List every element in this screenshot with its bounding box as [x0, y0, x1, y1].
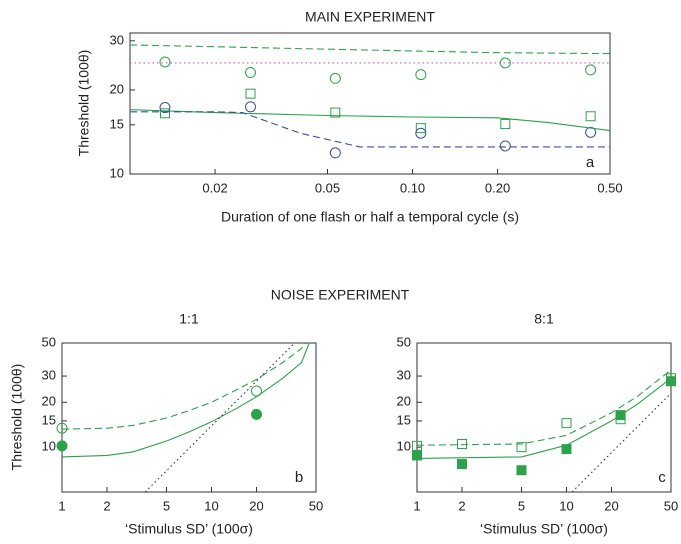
y-tick-label: 20: [110, 81, 124, 96]
x-tick-label: 10: [204, 498, 218, 513]
x-axis-label: ‘Stimulus SD’ (100σ): [480, 521, 608, 537]
y-tick-label: 50: [42, 334, 56, 349]
chart-title: 8:1: [534, 311, 554, 327]
y-tick-label: 15: [397, 412, 411, 427]
plot-frame: [129, 32, 611, 175]
data-point: [330, 107, 341, 118]
data-point: [457, 438, 468, 449]
data-point: [457, 459, 468, 470]
data-point: [159, 108, 170, 119]
x-tick-label: 0.20: [485, 180, 510, 195]
y-tick-label: 30: [42, 367, 56, 382]
x-tick-label: 5: [518, 498, 525, 513]
y-tick-label: 10: [110, 165, 124, 180]
data-point: [244, 67, 256, 79]
data-point: [415, 123, 426, 134]
y-axis-label: Threshold (100θ): [9, 364, 25, 471]
x-tick-label: 50: [309, 498, 323, 513]
data-point: [159, 102, 171, 114]
x-tick-label: 50: [664, 498, 678, 513]
data-point: [516, 442, 527, 453]
y-tick-label: 15: [42, 412, 56, 427]
x-tick-label: 10: [559, 498, 573, 513]
data-point: [329, 72, 341, 84]
data-point: [329, 147, 341, 159]
x-tick-label: 20: [249, 498, 263, 513]
x-axis-label: Duration of one flash or half a temporal…: [221, 209, 519, 225]
data-point: [516, 465, 527, 476]
model-curve: [571, 392, 672, 493]
annotation: a: [586, 154, 595, 171]
model-curve: [130, 111, 610, 148]
data-point: [585, 64, 597, 76]
x-tick-label: 1: [58, 498, 65, 513]
x-tick-label: 0.50: [597, 180, 622, 195]
data-point: [585, 126, 597, 138]
data-point: [251, 408, 263, 420]
chart-title: 1:1: [179, 311, 199, 327]
model-curve: [129, 44, 611, 55]
y-tick-label: 20: [397, 394, 411, 409]
x-tick-label: 2: [103, 498, 110, 513]
data-point: [244, 101, 256, 113]
plot-frame: [416, 342, 672, 493]
y-tick-label: 10: [397, 439, 411, 454]
y-tick-label: 15: [110, 116, 124, 131]
annotation: c: [658, 469, 666, 486]
x-axis-label: ‘Stimulus SD’ (100σ): [125, 521, 253, 537]
model-curve: [61, 342, 307, 430]
model-curve: [144, 342, 296, 493]
chart-title: MAIN EXPERIMENT: [305, 9, 435, 25]
data-point: [245, 88, 256, 99]
section-title: NOISE EXPERIMENT: [271, 287, 410, 303]
data-point: [56, 422, 68, 434]
data-point: [415, 127, 427, 139]
y-tick-label: 10: [42, 439, 56, 454]
data-point: [499, 140, 511, 152]
data-point: [56, 440, 68, 452]
y-tick-label: 30: [397, 367, 411, 382]
model-curve: [416, 377, 672, 459]
data-point: [561, 418, 572, 429]
y-tick-label: 50: [397, 334, 411, 349]
y-tick-label: 20: [42, 394, 56, 409]
x-tick-label: 5: [163, 498, 170, 513]
model-curve: [129, 109, 611, 132]
data-point: [159, 56, 171, 68]
x-tick-label: 0.02: [202, 180, 227, 195]
annotation: b: [295, 469, 303, 486]
x-tick-label: 0.05: [315, 180, 340, 195]
x-tick-label: 1: [413, 498, 420, 513]
data-point: [412, 450, 422, 461]
model-curve: [61, 342, 310, 458]
x-tick-label: 0.10: [400, 180, 425, 195]
y-axis-label: Threshold (100θ): [76, 50, 92, 157]
data-point: [500, 119, 511, 130]
data-point: [415, 69, 427, 81]
data-point: [412, 440, 422, 451]
y-tick-label: 30: [110, 32, 124, 47]
x-tick-label: 2: [458, 498, 465, 513]
plot-frame: [61, 342, 317, 493]
x-tick-label: 20: [604, 498, 618, 513]
data-point: [585, 111, 596, 122]
